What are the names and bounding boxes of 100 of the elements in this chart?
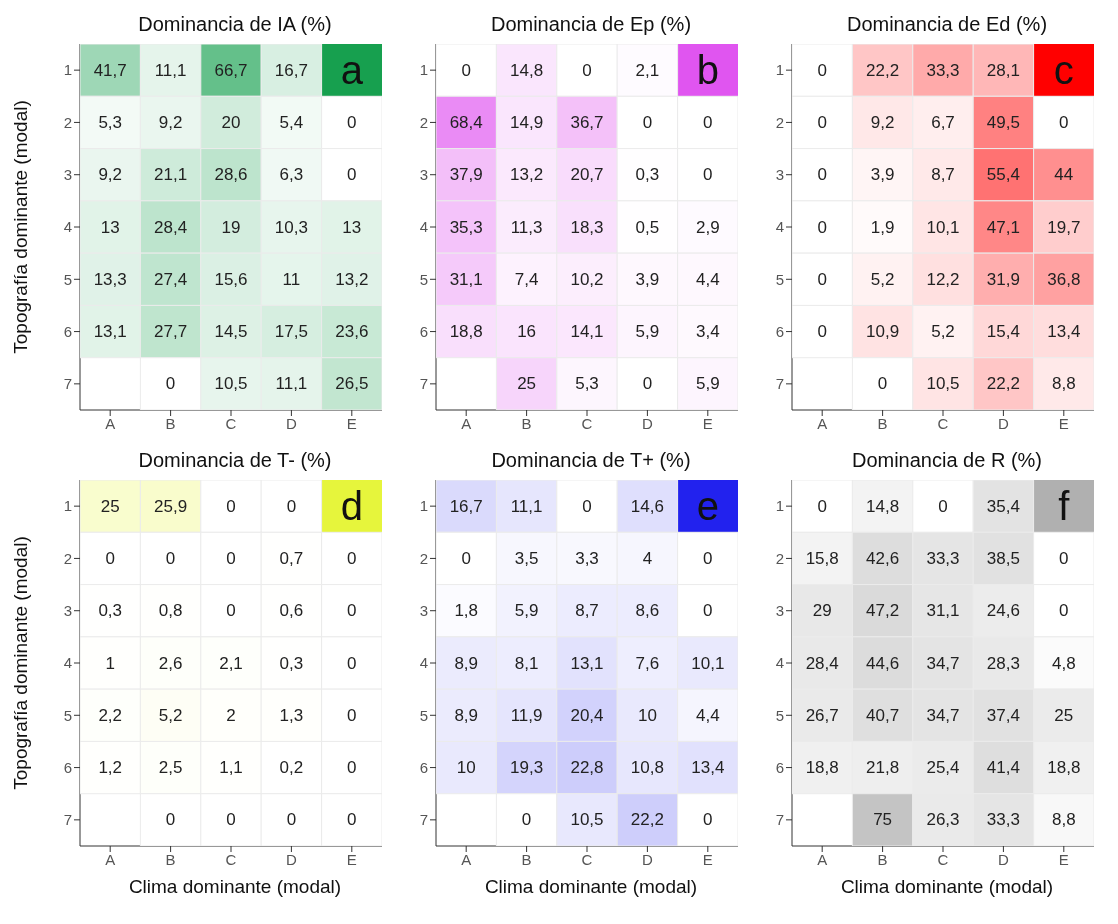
data-label: 13,1 [570, 653, 604, 673]
data-label: 36,8 [1047, 269, 1081, 289]
data-label: 33,3 [926, 60, 960, 80]
x-tick-label: B [877, 414, 888, 432]
y-tick-label: 4 [419, 654, 428, 672]
y-tick-label: 3 [775, 602, 784, 620]
data-label: 34,7 [926, 705, 960, 725]
data-label: 31,1 [926, 601, 960, 621]
y-axis-title: Topografía dominante (modal) [9, 536, 31, 790]
data-label: 0 [817, 269, 827, 289]
data-label: 0 [461, 60, 471, 80]
data-label: 0,8 [158, 601, 183, 621]
x-tick-label: E [1058, 414, 1069, 432]
data-label: 27,4 [154, 269, 188, 289]
data-label: 14,8 [866, 496, 900, 516]
data-label: 0 [347, 112, 357, 132]
data-label: 13,1 [93, 322, 127, 342]
y-tick-label: 1 [419, 61, 428, 79]
data-label: 5,9 [635, 322, 660, 342]
data-label: 41,7 [93, 60, 127, 80]
data-label: 5,3 [98, 112, 123, 132]
data-label: 8,9 [454, 705, 479, 725]
data-label: 18,3 [570, 217, 604, 237]
y-tick-label: 5 [63, 270, 72, 288]
x-tick-label: A [817, 850, 828, 868]
data-label: 8,1 [514, 653, 539, 673]
data-label: 3,9 [870, 165, 895, 185]
data-label: 49,5 [986, 112, 1020, 132]
data-label: 23,6 [335, 322, 369, 342]
chart-title: Dominancia de IA (%) [137, 12, 333, 37]
data-label: 0 [1059, 548, 1069, 568]
x-tick-label: A [461, 414, 472, 432]
data-label: 0 [165, 810, 176, 830]
y-tick-label: 3 [63, 602, 72, 620]
data-label: 31,1 [449, 269, 483, 289]
data-label: 13,2 [335, 269, 369, 289]
data-label: 9,2 [158, 112, 183, 132]
data-label: 26,5 [335, 374, 369, 394]
data-label: 55,4 [986, 165, 1020, 185]
y-tick-label: 5 [419, 270, 428, 288]
data-label: 0 [817, 112, 827, 132]
data-label: 1 [105, 653, 115, 673]
data-label: 40,7 [866, 705, 900, 725]
data-label: 0,6 [279, 601, 304, 621]
data-label: 0 [1059, 112, 1069, 132]
y-tick-label: 6 [775, 758, 784, 776]
data-label: 13,4 [1047, 322, 1081, 342]
data-label: 0 [347, 705, 357, 725]
data-label: 0 [582, 496, 592, 516]
chart-title: Dominancia de T- (%) [137, 448, 333, 473]
y-tick-label: 4 [63, 218, 72, 236]
x-tick-label: C [225, 414, 237, 432]
data-label: 2,1 [219, 653, 243, 673]
data-label: 10,3 [274, 217, 308, 237]
x-tick-label: B [521, 414, 532, 432]
data-label: 0 [703, 548, 713, 568]
data-label: 28,4 [154, 217, 188, 237]
y-tick-label: 6 [63, 758, 72, 776]
data-label: 3,9 [635, 269, 660, 289]
data-label: 0 [226, 810, 236, 830]
data-label: 0 [347, 810, 357, 830]
data-label: 5,9 [514, 601, 539, 621]
x-tick-label: E [702, 850, 713, 868]
data-label: 4,4 [695, 705, 720, 725]
data-label: 44,6 [866, 653, 900, 673]
data-label: 1,8 [454, 601, 479, 621]
data-label: 10,5 [570, 810, 604, 830]
x-tick-label: D [997, 414, 1009, 432]
annotation: c [1053, 48, 1074, 93]
data-label: 5,2 [931, 322, 955, 342]
y-tick-label: 2 [775, 113, 784, 131]
data-label: 0 [703, 165, 713, 185]
annotation: e [696, 484, 719, 529]
data-label: 13,4 [691, 758, 725, 778]
data-label: 15,6 [214, 269, 248, 289]
data-label: 8,8 [1051, 810, 1076, 830]
x-tick-label: D [285, 414, 297, 432]
data-label: 21,1 [154, 165, 188, 185]
x-tick-label: D [641, 850, 653, 868]
data-label: 0,7 [279, 548, 304, 568]
data-label: 2,9 [695, 217, 720, 237]
y-tick-label: 6 [419, 758, 428, 776]
y-tick-label: 1 [63, 497, 72, 515]
y-axis-title: Topografía dominante (modal) [9, 100, 31, 354]
data-label: 11 [282, 269, 301, 289]
data-label: 4,4 [695, 269, 720, 289]
data-label: 8,6 [635, 601, 660, 621]
data-label: 18,8 [805, 758, 839, 778]
data-label: 0 [817, 60, 827, 80]
data-label: 8,9 [454, 653, 479, 673]
y-tick-label: 1 [775, 497, 784, 515]
data-label: 28,3 [986, 653, 1020, 673]
data-label: 25 [1054, 705, 1074, 725]
y-tick-label: 1 [63, 61, 72, 79]
data-label: 1,2 [98, 758, 123, 778]
data-label: 2 [226, 705, 236, 725]
data-label: 0,3 [98, 601, 123, 621]
data-label: 42,6 [866, 548, 900, 568]
data-label: 0 [347, 548, 357, 568]
chart-title: Dominancia de Ep (%) [489, 12, 693, 37]
